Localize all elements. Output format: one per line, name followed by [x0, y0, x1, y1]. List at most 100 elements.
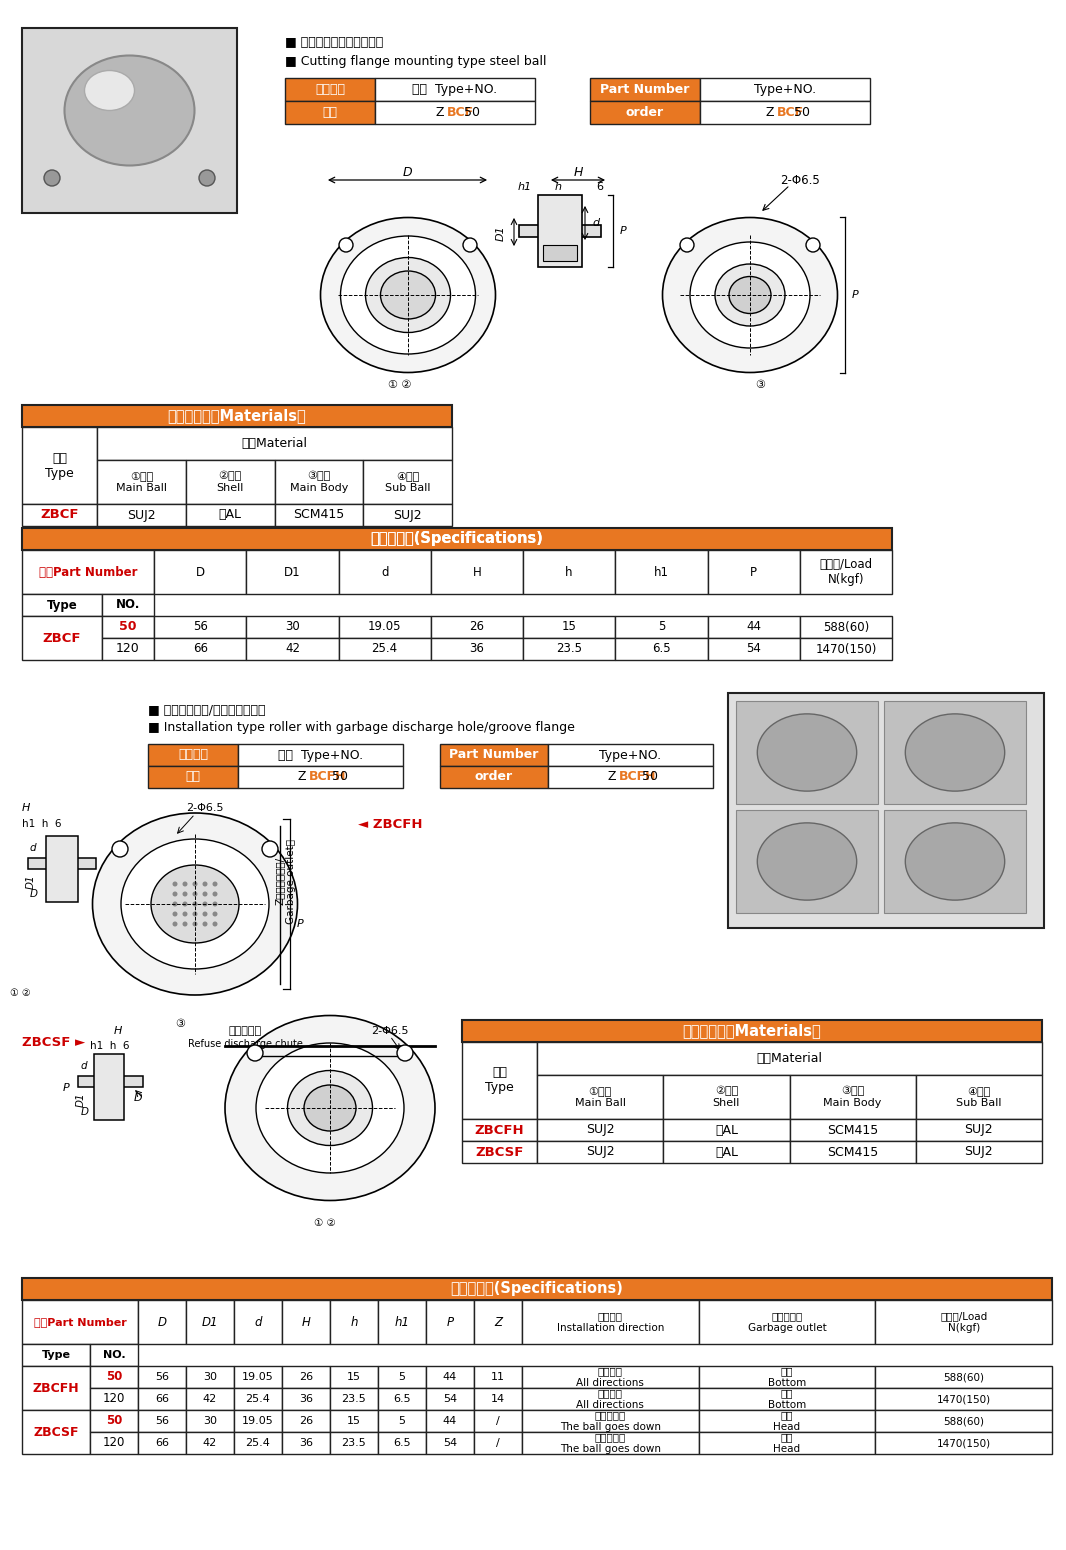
Text: D: D: [30, 890, 38, 899]
Text: 23.5: 23.5: [341, 1438, 367, 1448]
Text: D: D: [158, 1316, 166, 1328]
Bar: [708, 639, 800, 660]
Text: ① ②: ① ②: [388, 380, 411, 391]
Ellipse shape: [122, 839, 269, 969]
Circle shape: [173, 891, 178, 896]
Circle shape: [44, 170, 60, 186]
Bar: [238, 744, 403, 766]
Text: 50: 50: [642, 770, 658, 783]
Bar: [523, 615, 615, 639]
Ellipse shape: [321, 217, 496, 372]
Bar: [154, 550, 246, 594]
Circle shape: [212, 882, 217, 887]
Circle shape: [203, 882, 208, 887]
Bar: [538, 195, 582, 267]
Text: Z: Z: [436, 105, 448, 119]
Bar: [22, 405, 452, 426]
Bar: [426, 1300, 474, 1344]
Bar: [537, 1076, 663, 1119]
Bar: [698, 1366, 875, 1387]
Text: ZBCSF: ZBCSF: [475, 1145, 523, 1158]
Bar: [543, 245, 577, 260]
Bar: [378, 1432, 426, 1454]
Text: /: /: [496, 1438, 500, 1448]
Bar: [46, 835, 78, 902]
Circle shape: [173, 882, 178, 887]
Text: 588(60): 588(60): [943, 1372, 984, 1383]
Text: SUJ2: SUJ2: [393, 508, 422, 521]
Text: H: H: [302, 1316, 310, 1328]
Bar: [275, 460, 364, 504]
Text: 56: 56: [155, 1417, 169, 1426]
Ellipse shape: [662, 217, 838, 372]
Text: 36: 36: [298, 1393, 313, 1404]
Bar: [185, 1300, 235, 1344]
Bar: [138, 1300, 185, 1344]
Text: 5: 5: [399, 1417, 405, 1426]
Text: 参数对照表(Specifications): 参数对照表(Specifications): [371, 532, 544, 547]
Bar: [102, 639, 154, 660]
Bar: [78, 1076, 143, 1087]
Bar: [22, 1279, 1052, 1300]
Text: 23.5: 23.5: [556, 643, 582, 656]
Text: 型式Part Number: 型式Part Number: [34, 1318, 127, 1327]
Ellipse shape: [905, 823, 1004, 901]
Text: Type: Type: [42, 1350, 70, 1359]
Bar: [698, 1300, 875, 1344]
Bar: [462, 1042, 537, 1119]
Text: d: d: [381, 566, 388, 578]
Text: BCFH: BCFH: [309, 770, 346, 783]
Bar: [102, 615, 154, 639]
Circle shape: [182, 891, 188, 896]
Text: D1: D1: [76, 1093, 86, 1107]
Bar: [185, 1366, 235, 1387]
Bar: [700, 78, 870, 101]
Text: 66: 66: [155, 1393, 169, 1404]
Bar: [282, 1432, 330, 1454]
Text: Z: Z: [494, 1316, 502, 1328]
Bar: [90, 1344, 138, 1366]
Text: 铒AL: 铒AL: [715, 1124, 738, 1136]
Text: ZBCF: ZBCF: [43, 631, 81, 645]
Text: D1: D1: [284, 566, 301, 578]
Text: 25.4: 25.4: [245, 1438, 271, 1448]
Text: d: d: [30, 843, 36, 852]
Bar: [22, 1410, 90, 1454]
Text: 1470(150): 1470(150): [937, 1393, 990, 1404]
Text: H: H: [22, 803, 30, 814]
Text: 44: 44: [442, 1417, 457, 1426]
Circle shape: [212, 911, 217, 916]
Bar: [431, 639, 523, 660]
Text: Z: Z: [765, 105, 778, 119]
Text: 50: 50: [106, 1370, 123, 1384]
Text: P: P: [447, 1316, 453, 1328]
Bar: [282, 1410, 330, 1432]
Text: ZBCSF: ZBCSF: [33, 1426, 79, 1438]
Text: Z: Z: [298, 770, 311, 783]
Bar: [615, 550, 708, 594]
Bar: [102, 594, 154, 615]
Text: P: P: [63, 1083, 69, 1093]
Bar: [138, 1410, 185, 1432]
Text: h1: h1: [518, 181, 532, 192]
Text: h1: h1: [653, 566, 668, 578]
Text: 安装方向
Installation direction: 安装方向 Installation direction: [556, 1311, 664, 1333]
Text: SCM415: SCM415: [827, 1145, 878, 1158]
Ellipse shape: [757, 715, 857, 790]
Bar: [474, 1300, 522, 1344]
Text: 材质对照表（Materials）: 材质对照表（Materials）: [167, 409, 306, 423]
Text: ① ②: ① ②: [314, 1218, 336, 1228]
Bar: [589, 78, 700, 101]
Bar: [522, 1410, 698, 1432]
Text: 54: 54: [443, 1393, 457, 1404]
Text: H: H: [114, 1026, 123, 1035]
Text: 54: 54: [443, 1438, 457, 1448]
Text: 50: 50: [332, 770, 348, 783]
Text: BCF: BCF: [447, 105, 473, 119]
Bar: [330, 1300, 378, 1344]
Bar: [282, 1300, 330, 1344]
Bar: [522, 1432, 698, 1454]
Text: 56: 56: [193, 620, 208, 634]
Bar: [138, 1432, 185, 1454]
Text: 底部
Bottom: 底部 Bottom: [768, 1366, 806, 1387]
